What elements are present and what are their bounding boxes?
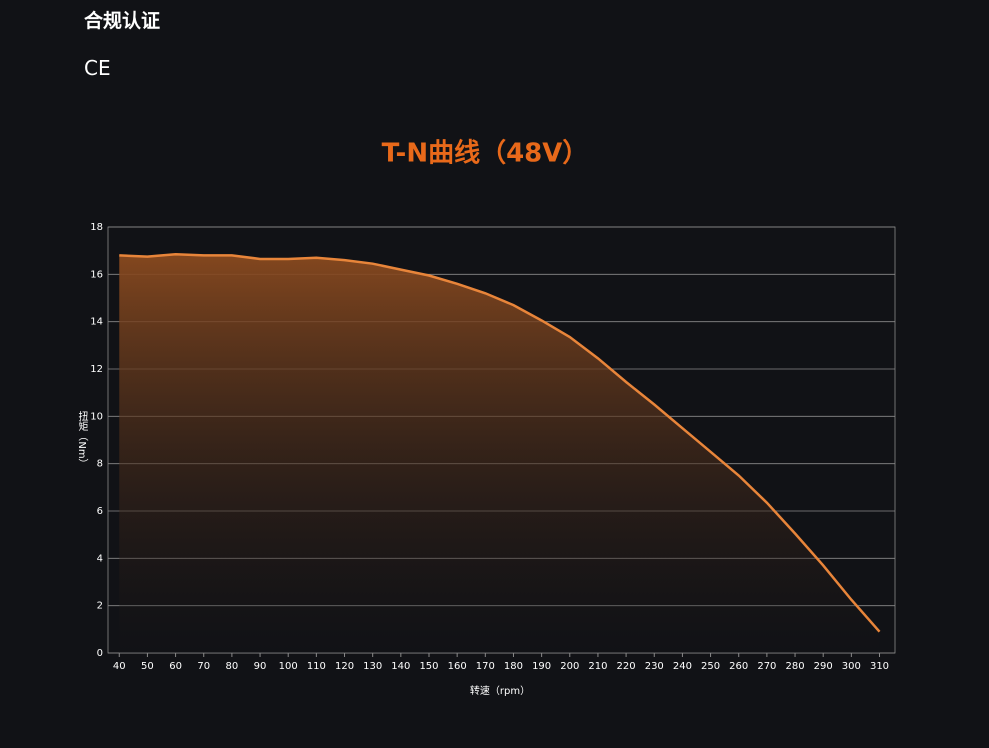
- x-tick-label: 90: [254, 661, 267, 672]
- x-tick-label: 100: [279, 661, 298, 672]
- x-tick-label: 190: [532, 661, 551, 672]
- x-tick-label: 210: [588, 661, 607, 672]
- x-tick-label: 110: [307, 661, 326, 672]
- x-tick-label: 250: [701, 661, 720, 672]
- x-tick-label: 120: [335, 661, 354, 672]
- x-tick-label: 160: [448, 661, 467, 672]
- certification: CE: [84, 56, 111, 80]
- x-tick-label: 170: [476, 661, 495, 672]
- x-tick-label: 150: [419, 661, 438, 672]
- x-tick-label: 220: [617, 661, 636, 672]
- y-tick-label: 8: [97, 459, 103, 470]
- y-tick-label: 6: [97, 506, 103, 517]
- x-tick-label: 130: [363, 661, 382, 672]
- x-tick-label: 140: [391, 661, 410, 672]
- x-tick-label: 180: [504, 661, 523, 672]
- y-tick-label: 4: [97, 553, 103, 564]
- section-title: 合规认证: [84, 10, 161, 32]
- area: [119, 254, 880, 653]
- x-tick-label: 300: [842, 661, 861, 672]
- x-tick-label: 310: [870, 661, 889, 672]
- x-tick-label: 260: [729, 661, 748, 672]
- x-axis-label: 转速（rpm）: [470, 684, 530, 697]
- x-tick-label: 200: [560, 661, 579, 672]
- chart-title: T-N曲线（48V）: [382, 139, 589, 169]
- y-tick-label: 0: [97, 648, 103, 659]
- x-tick-label: 230: [645, 661, 664, 672]
- line: [119, 252, 881, 633]
- y-tick-label: 14: [90, 317, 103, 328]
- x-tick-label: 270: [757, 661, 776, 672]
- x-tick-label: 70: [197, 661, 210, 672]
- y-axis-label: 扭矩（Nm）: [76, 410, 88, 468]
- x-tick-label: 60: [169, 661, 182, 672]
- x-tick-label: 280: [785, 661, 804, 672]
- y-tick-label: 2: [97, 601, 103, 612]
- y-tick-label: 18: [90, 222, 103, 233]
- x-tick-label: 290: [814, 661, 833, 672]
- y-tick-label: 12: [90, 364, 103, 375]
- y-tick-label: 10: [90, 411, 103, 422]
- x-tick-label: 80: [226, 661, 239, 672]
- y-tick-label: 16: [90, 269, 103, 280]
- x-tick-label: 240: [673, 661, 692, 672]
- x-tick-label: 50: [141, 661, 154, 672]
- x-tick-label: 40: [113, 661, 126, 672]
